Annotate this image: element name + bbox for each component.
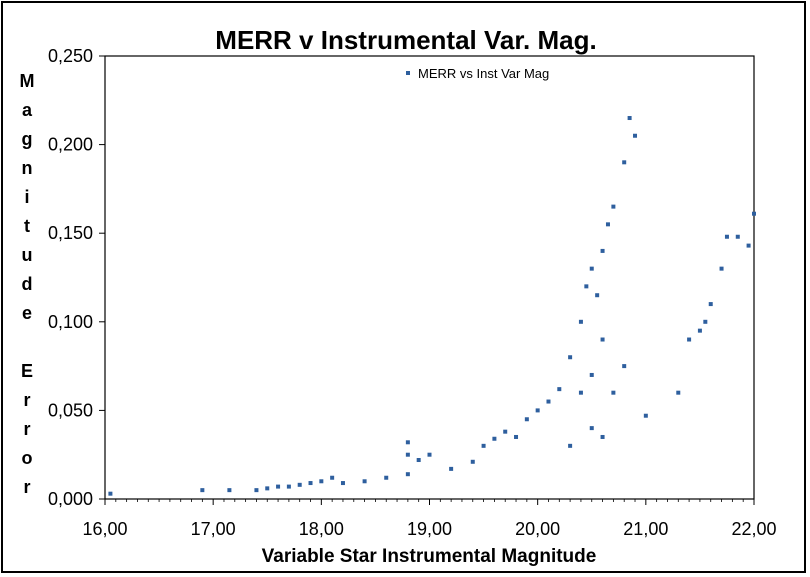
data-point bbox=[600, 248, 605, 253]
data-point bbox=[470, 459, 475, 464]
data-point bbox=[589, 266, 594, 271]
x-axis-label: Variable Star Instrumental Magnitude bbox=[262, 546, 597, 567]
data-point bbox=[578, 390, 583, 395]
data-point bbox=[416, 458, 421, 463]
legend-label: MERR vs Inst Var Mag bbox=[418, 66, 549, 81]
data-point bbox=[340, 481, 345, 486]
data-point bbox=[746, 243, 751, 248]
data-point bbox=[703, 319, 708, 324]
data-point bbox=[492, 436, 497, 441]
data-point bbox=[687, 337, 692, 342]
data-point bbox=[600, 434, 605, 439]
data-point bbox=[200, 488, 205, 493]
y-label-char: u bbox=[22, 245, 33, 265]
y-label-char: M bbox=[20, 71, 35, 91]
y-label-char: r bbox=[23, 419, 30, 439]
y-tick-label: 0,000 bbox=[48, 489, 93, 509]
y-label-char: E bbox=[21, 361, 33, 381]
data-point bbox=[611, 390, 616, 395]
data-point bbox=[535, 408, 540, 413]
data-point bbox=[308, 481, 313, 486]
data-point bbox=[724, 234, 729, 239]
data-point bbox=[643, 413, 648, 418]
x-tick-label: 17,00 bbox=[191, 519, 236, 539]
data-point bbox=[622, 364, 627, 369]
plot-area bbox=[104, 55, 755, 500]
y-tick-label: 0,200 bbox=[48, 135, 93, 155]
data-point bbox=[600, 337, 605, 342]
y-tick-label: 0,100 bbox=[48, 312, 93, 332]
data-point bbox=[595, 293, 600, 298]
data-point bbox=[627, 116, 632, 121]
data-point bbox=[286, 484, 291, 489]
data-point bbox=[752, 211, 756, 216]
x-tick-label: 19,00 bbox=[407, 519, 452, 539]
x-tick-label: 20,00 bbox=[515, 519, 560, 539]
y-label-char: r bbox=[23, 390, 30, 410]
data-point bbox=[227, 488, 232, 493]
data-point bbox=[735, 234, 740, 239]
data-point bbox=[546, 399, 551, 404]
y-label-char: g bbox=[22, 129, 33, 149]
y-tick-label: 0,250 bbox=[48, 46, 93, 66]
data-point bbox=[568, 355, 573, 360]
x-axis-ticks: 16,00 17,00 18,00 19,00 20,00 21,00 22,00 bbox=[82, 499, 777, 539]
data-point bbox=[622, 160, 627, 165]
data-point bbox=[557, 387, 562, 392]
data-point bbox=[676, 390, 681, 395]
data-points bbox=[108, 116, 756, 496]
x-tick-label: 22,00 bbox=[731, 519, 776, 539]
data-point bbox=[568, 443, 573, 448]
data-point bbox=[362, 479, 367, 484]
data-point bbox=[254, 488, 259, 493]
data-point bbox=[265, 486, 270, 491]
data-point bbox=[276, 484, 281, 489]
data-point bbox=[514, 434, 519, 439]
data-point bbox=[449, 466, 454, 471]
data-point bbox=[578, 319, 583, 324]
data-point bbox=[427, 452, 432, 457]
y-label-char: n bbox=[22, 158, 33, 178]
y-label-char: t bbox=[24, 216, 30, 236]
data-point bbox=[589, 426, 594, 431]
data-point bbox=[633, 133, 638, 138]
y-label-char: o bbox=[22, 448, 33, 468]
legend-marker bbox=[406, 71, 410, 75]
data-point bbox=[524, 417, 529, 422]
x-tick-label: 21,00 bbox=[623, 519, 668, 539]
data-point bbox=[405, 452, 410, 457]
data-point bbox=[319, 479, 324, 484]
data-point bbox=[481, 443, 486, 448]
y-label-char: e bbox=[22, 303, 32, 323]
y-label-char: i bbox=[24, 187, 29, 207]
data-point bbox=[611, 204, 616, 209]
data-point bbox=[605, 222, 610, 227]
data-point bbox=[503, 429, 508, 434]
legend: MERR vs Inst Var Mag bbox=[406, 66, 549, 81]
scatter-chart: MERR v Instrumental Var. Mag. 0,000 0,050… bbox=[20, 25, 777, 567]
x-tick-label: 16,00 bbox=[82, 519, 127, 539]
data-point bbox=[719, 266, 724, 271]
x-tick-label: 18,00 bbox=[299, 519, 344, 539]
data-point bbox=[697, 328, 702, 333]
y-label-char: d bbox=[22, 274, 33, 294]
data-point bbox=[405, 440, 410, 445]
data-point bbox=[108, 491, 113, 496]
data-point bbox=[297, 482, 302, 487]
y-tick-label: 0,150 bbox=[48, 223, 93, 243]
data-point bbox=[589, 372, 594, 377]
y-axis-ticks: 0,000 0,050 0,100 0,150 0,200 0,250 bbox=[48, 46, 105, 509]
y-label-char: a bbox=[22, 100, 33, 120]
y-tick-label: 0,050 bbox=[48, 400, 93, 420]
y-label-char: r bbox=[23, 477, 30, 497]
data-point bbox=[384, 475, 389, 480]
data-point bbox=[405, 472, 410, 477]
chart-title: MERR v Instrumental Var. Mag. bbox=[215, 25, 596, 55]
data-point bbox=[330, 475, 335, 480]
data-point bbox=[584, 284, 589, 289]
data-point bbox=[708, 302, 713, 307]
